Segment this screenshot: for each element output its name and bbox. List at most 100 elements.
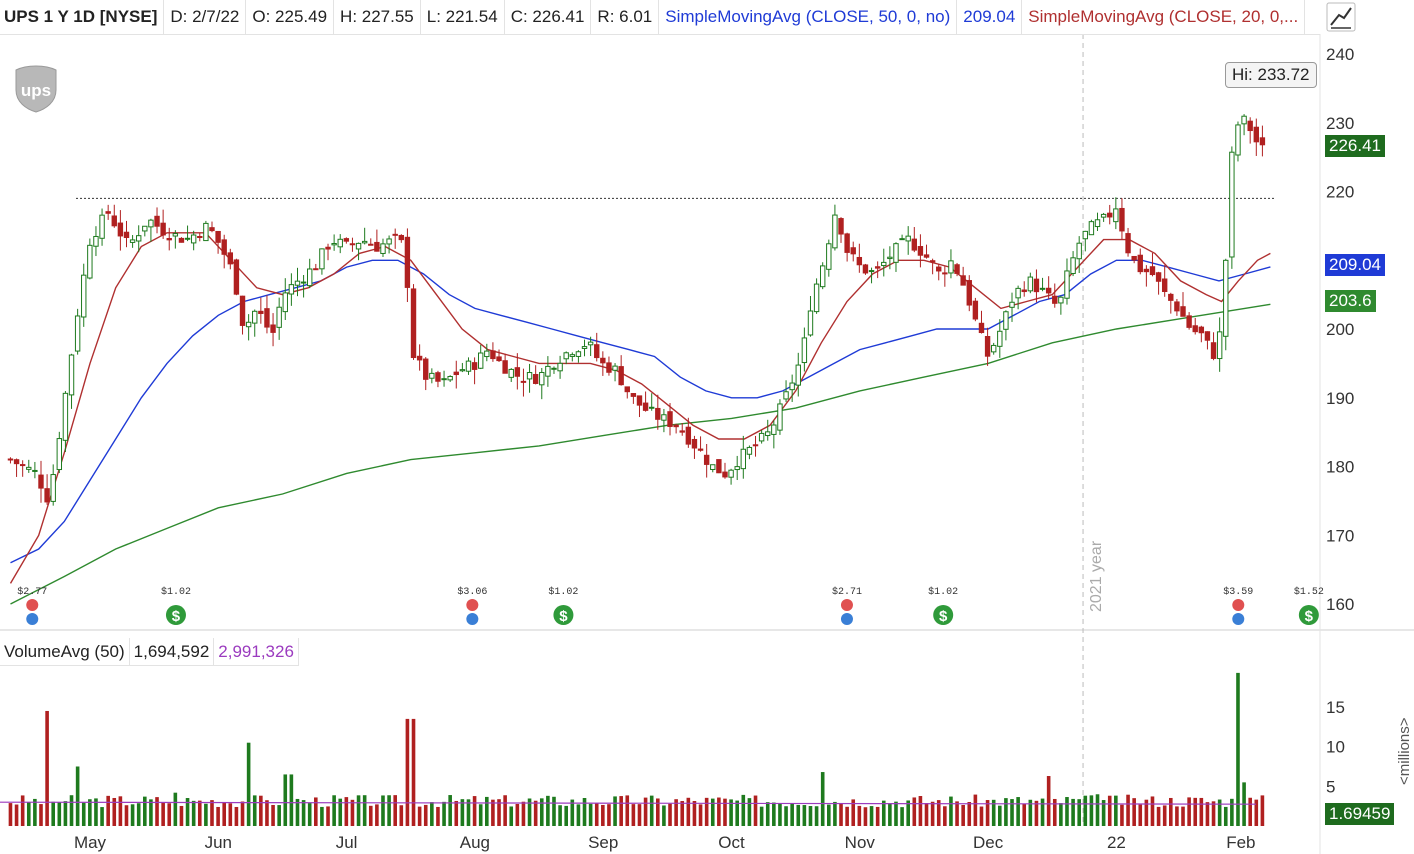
symbol-label[interactable]: UPS 1 Y 1D [NYSE] <box>0 0 165 34</box>
candle-body <box>44 488 50 503</box>
candle-body <box>716 459 722 474</box>
dividend-icon <box>1298 605 1319 625</box>
volume-bar <box>515 803 520 826</box>
candle-body <box>105 211 111 214</box>
volume-bar <box>570 799 575 826</box>
candle-body <box>1045 287 1052 294</box>
candle-body <box>325 246 331 250</box>
x-tick-label: Sep <box>588 833 618 852</box>
candle-body <box>368 243 374 246</box>
candle-body <box>1100 213 1107 218</box>
event-amount-label: $3.06 <box>457 586 487 598</box>
candle-body <box>948 260 954 274</box>
volume-bar <box>509 806 514 826</box>
volume-bar <box>222 802 227 826</box>
sma200-line <box>10 303 1271 605</box>
volume-bar <box>356 795 361 826</box>
volume-avg-label[interactable]: VolumeAvg (50) <box>0 638 130 666</box>
x-tick-label: Jun <box>205 833 232 852</box>
volume-bar <box>112 797 117 826</box>
candle-body <box>703 454 710 465</box>
volume-bar <box>631 804 636 826</box>
volume-bar <box>1150 796 1155 826</box>
volume-bar <box>753 795 758 826</box>
dividend-icon <box>933 605 954 625</box>
candle-body <box>203 222 209 242</box>
sma20-line <box>9 232 1271 584</box>
last-price-tag: 226.41 <box>1325 135 1385 157</box>
volume-bar <box>759 806 764 826</box>
candle-body <box>575 351 582 357</box>
volume-bar <box>1230 798 1234 826</box>
candle-body <box>1235 124 1241 156</box>
candle-body <box>887 256 893 260</box>
volume-bar <box>802 805 807 826</box>
volume-bar <box>39 804 43 826</box>
volume-bar <box>1223 806 1228 826</box>
candle-body <box>972 300 979 320</box>
candle-body <box>868 270 875 273</box>
candle-body <box>490 350 496 360</box>
volume-bar <box>1144 799 1149 826</box>
candle-body <box>1198 326 1205 334</box>
candle-body <box>7 458 14 461</box>
volume-bar <box>881 800 886 826</box>
ups-logo-icon: ups <box>15 65 57 113</box>
candle-body <box>221 239 227 255</box>
volume-bar <box>845 806 849 826</box>
candle-body <box>1186 315 1192 328</box>
candle-body <box>294 280 301 286</box>
volume-bar <box>930 801 935 826</box>
candle-body <box>1021 289 1027 293</box>
volume-bar <box>765 802 770 826</box>
candle-body <box>245 321 252 328</box>
volume-bar <box>1260 795 1265 826</box>
volume-bar <box>985 800 990 826</box>
candle-body <box>258 310 264 314</box>
candle-body <box>856 256 863 266</box>
candle-body <box>997 330 1003 347</box>
sma20-label[interactable]: SimpleMovingAvg (CLOSE, 20, 0,... <box>1022 0 1306 34</box>
volume-bar <box>741 794 746 826</box>
volume-avg-line <box>0 801 1257 805</box>
volume-bar <box>271 804 275 826</box>
candle-body <box>331 242 337 246</box>
candle-body <box>270 324 276 333</box>
volume-bar <box>1107 795 1112 826</box>
volume-bar <box>643 797 648 826</box>
volume-bar <box>1132 798 1136 826</box>
candle-body <box>1033 278 1040 293</box>
volume-bar <box>1052 798 1057 826</box>
event-amount-label: $3.59 <box>1223 586 1253 598</box>
candle-body <box>166 238 172 241</box>
volume-bar <box>143 796 147 826</box>
candle-body <box>899 238 905 241</box>
volume-bar <box>949 796 953 826</box>
candle-body <box>984 335 991 357</box>
candle-body <box>905 235 911 242</box>
earnings-icon <box>840 599 853 611</box>
candle-body <box>777 403 783 431</box>
volume-bar <box>601 804 605 826</box>
candle-body <box>722 471 728 478</box>
volume-bar <box>723 798 727 826</box>
candle-body <box>1070 257 1076 274</box>
candle-body <box>1113 208 1119 223</box>
candle-body <box>673 424 679 428</box>
volume-bar <box>717 797 721 826</box>
volume-bar <box>998 805 1002 826</box>
volume-bar <box>521 801 526 826</box>
volume-bar <box>33 798 37 826</box>
volume-bar <box>1236 672 1240 826</box>
volume-bar <box>393 795 398 826</box>
drawing-tool-icon[interactable] <box>1326 2 1356 32</box>
candle-body <box>990 344 997 353</box>
volume-bar <box>57 802 62 826</box>
x-tick-label: Dec <box>973 833 1004 852</box>
candle-body <box>838 218 844 235</box>
volume-bar <box>833 801 837 826</box>
candle-body <box>319 248 325 270</box>
volume-bar <box>991 799 996 826</box>
volume-bar <box>417 806 422 826</box>
sma50-label[interactable]: SimpleMovingAvg (CLOSE, 50, 0, no) <box>659 0 958 34</box>
